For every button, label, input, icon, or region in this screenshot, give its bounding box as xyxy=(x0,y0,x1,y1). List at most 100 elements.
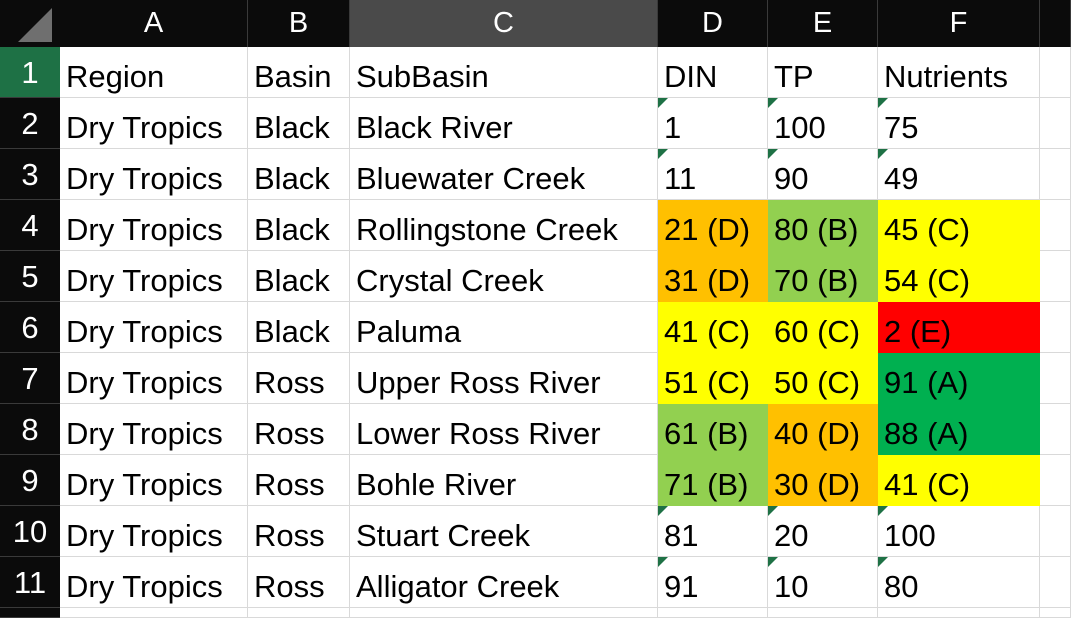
cell-b5[interactable]: Black xyxy=(248,251,350,302)
cell-d5[interactable]: 31 (D) xyxy=(658,251,768,302)
cell-e6[interactable]: 60 (C) xyxy=(768,302,878,353)
cell-g1[interactable] xyxy=(1040,47,1071,98)
cell-b7[interactable]: Ross xyxy=(248,353,350,404)
cell-a2[interactable]: Dry Tropics xyxy=(60,98,248,149)
cell-e1[interactable]: TP xyxy=(768,47,878,98)
column-header-c[interactable]: C xyxy=(350,0,658,47)
cell-g2[interactable] xyxy=(1040,98,1071,149)
cell-a10[interactable]: Dry Tropics xyxy=(60,506,248,557)
cell-e7[interactable]: 50 (C) xyxy=(768,353,878,404)
cell-b10[interactable]: Ross xyxy=(248,506,350,557)
cell-e9[interactable]: 30 (D) xyxy=(768,455,878,506)
row-header-6[interactable]: 6 xyxy=(0,302,60,353)
cell-f8[interactable]: 88 (A) xyxy=(878,404,1040,455)
cell-partial[interactable] xyxy=(878,608,1040,618)
column-header-d[interactable]: D xyxy=(658,0,768,47)
cell-b4[interactable]: Black xyxy=(248,200,350,251)
cell-g9[interactable] xyxy=(1040,455,1071,506)
cell-partial[interactable] xyxy=(768,608,878,618)
cell-partial[interactable] xyxy=(248,608,350,618)
cell-d6[interactable]: 41 (C) xyxy=(658,302,768,353)
cell-f11[interactable]: 80 xyxy=(878,557,1040,608)
cell-a5[interactable]: Dry Tropics xyxy=(60,251,248,302)
cell-g11[interactable] xyxy=(1040,557,1071,608)
cell-e10[interactable]: 20 xyxy=(768,506,878,557)
cell-c1[interactable]: SubBasin xyxy=(350,47,658,98)
cell-g3[interactable] xyxy=(1040,149,1071,200)
column-header-next[interactable] xyxy=(1040,0,1071,47)
row-header-5[interactable]: 5 xyxy=(0,251,60,302)
select-all-corner[interactable] xyxy=(0,0,60,47)
cell-c6[interactable]: Paluma xyxy=(350,302,658,353)
cell-f6[interactable]: 2 (E) xyxy=(878,302,1040,353)
cell-g4[interactable] xyxy=(1040,200,1071,251)
cell-c10[interactable]: Stuart Creek xyxy=(350,506,658,557)
row-header-3[interactable]: 3 xyxy=(0,149,60,200)
cell-f4[interactable]: 45 (C) xyxy=(878,200,1040,251)
cell-c5[interactable]: Crystal Creek xyxy=(350,251,658,302)
cell-b6[interactable]: Black xyxy=(248,302,350,353)
column-header-f[interactable]: F xyxy=(878,0,1040,47)
cell-e5[interactable]: 70 (B) xyxy=(768,251,878,302)
cell-g10[interactable] xyxy=(1040,506,1071,557)
cell-d9[interactable]: 71 (B) xyxy=(658,455,768,506)
cell-c3[interactable]: Bluewater Creek xyxy=(350,149,658,200)
cell-partial[interactable] xyxy=(1040,608,1071,618)
cell-e4[interactable]: 80 (B) xyxy=(768,200,878,251)
cell-partial[interactable] xyxy=(60,608,248,618)
cell-f5[interactable]: 54 (C) xyxy=(878,251,1040,302)
cell-d1[interactable]: DIN xyxy=(658,47,768,98)
cell-d4[interactable]: 21 (D) xyxy=(658,200,768,251)
cell-c4[interactable]: Rollingstone Creek xyxy=(350,200,658,251)
cell-c9[interactable]: Bohle River xyxy=(350,455,658,506)
cell-b8[interactable]: Ross xyxy=(248,404,350,455)
cell-e3[interactable]: 90 xyxy=(768,149,878,200)
cell-a3[interactable]: Dry Tropics xyxy=(60,149,248,200)
cell-f10[interactable]: 100 xyxy=(878,506,1040,557)
cell-f9[interactable]: 41 (C) xyxy=(878,455,1040,506)
cell-b11[interactable]: Ross xyxy=(248,557,350,608)
cell-b3[interactable]: Black xyxy=(248,149,350,200)
cell-d7[interactable]: 51 (C) xyxy=(658,353,768,404)
cell-d2[interactable]: 1 xyxy=(658,98,768,149)
cell-d8[interactable]: 61 (B) xyxy=(658,404,768,455)
row-header-4[interactable]: 4 xyxy=(0,200,60,251)
cell-b1[interactable]: Basin xyxy=(248,47,350,98)
cell-f7[interactable]: 91 (A) xyxy=(878,353,1040,404)
cell-f2[interactable]: 75 xyxy=(878,98,1040,149)
row-header-7[interactable]: 7 xyxy=(0,353,60,404)
cell-a9[interactable]: Dry Tropics xyxy=(60,455,248,506)
column-header-b[interactable]: B xyxy=(248,0,350,47)
cell-c2[interactable]: Black River xyxy=(350,98,658,149)
cell-a1[interactable]: Region xyxy=(60,47,248,98)
cell-a6[interactable]: Dry Tropics xyxy=(60,302,248,353)
cell-d11[interactable]: 91 xyxy=(658,557,768,608)
cell-a7[interactable]: Dry Tropics xyxy=(60,353,248,404)
cell-d10[interactable]: 81 xyxy=(658,506,768,557)
cell-d3[interactable]: 11 xyxy=(658,149,768,200)
row-header-8[interactable]: 8 xyxy=(0,404,60,455)
column-header-a[interactable]: A xyxy=(60,0,248,47)
cell-c11[interactable]: Alligator Creek xyxy=(350,557,658,608)
row-header-1[interactable]: 1 xyxy=(0,47,60,98)
cell-f1[interactable]: Nutrients xyxy=(878,47,1040,98)
cell-a8[interactable]: Dry Tropics xyxy=(60,404,248,455)
cell-c7[interactable]: Upper Ross River xyxy=(350,353,658,404)
cell-b2[interactable]: Black xyxy=(248,98,350,149)
row-header-2[interactable]: 2 xyxy=(0,98,60,149)
cell-e11[interactable]: 10 xyxy=(768,557,878,608)
row-header-11[interactable]: 11 xyxy=(0,557,60,608)
cell-g6[interactable] xyxy=(1040,302,1071,353)
cell-a11[interactable]: Dry Tropics xyxy=(60,557,248,608)
cell-g7[interactable] xyxy=(1040,353,1071,404)
cell-e2[interactable]: 100 xyxy=(768,98,878,149)
cell-f3[interactable]: 49 xyxy=(878,149,1040,200)
row-header-9[interactable]: 9 xyxy=(0,455,60,506)
cell-e8[interactable]: 40 (D) xyxy=(768,404,878,455)
column-header-e[interactable]: E xyxy=(768,0,878,47)
cell-g8[interactable] xyxy=(1040,404,1071,455)
cell-b9[interactable]: Ross xyxy=(248,455,350,506)
cell-c8[interactable]: Lower Ross River xyxy=(350,404,658,455)
cell-partial[interactable] xyxy=(658,608,768,618)
cell-a4[interactable]: Dry Tropics xyxy=(60,200,248,251)
